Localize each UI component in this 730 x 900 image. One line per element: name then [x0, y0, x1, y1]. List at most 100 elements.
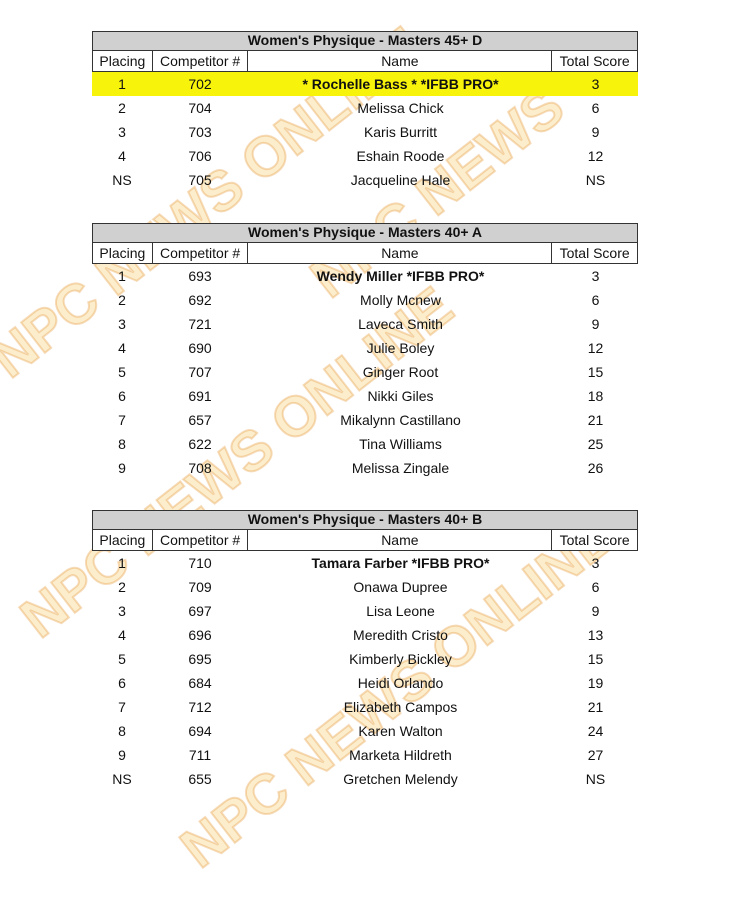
competitor-number: 696 [188, 627, 212, 643]
competitor-name: Gretchen Melendy [343, 771, 458, 787]
table-row: 1 702 * Rochelle Bass * *IFBB PRO* 3 [92, 72, 638, 96]
total-score: 21 [587, 412, 604, 428]
competitor-number: 707 [188, 364, 212, 380]
table-row: 4 696 Meredith Cristo 13 [92, 623, 638, 647]
competitor-number: 712 [188, 699, 212, 715]
table-row: 3 703 Karis Burritt 9 [92, 120, 638, 144]
placing: NS [112, 172, 132, 188]
placing: 4 [118, 148, 126, 164]
competitor-name: Marketa Hildreth [349, 747, 452, 763]
col-total-score: Total Score [559, 53, 630, 69]
competitor-name: Kimberly Bickley [349, 651, 452, 667]
total-score: 12 [587, 148, 604, 164]
competitor-name: Lisa Leone [366, 603, 435, 619]
total-score: 6 [591, 100, 600, 116]
table-row: 9 708 Melissa Zingale 26 [92, 456, 638, 480]
table-row: 1 710 Tamara Farber *IFBB PRO* 3 [92, 551, 638, 575]
table-row: 2 709 Onawa Dupree 6 [92, 575, 638, 599]
competitor-name: * Rochelle Bass * *IFBB PRO* [302, 76, 499, 92]
placing: 1 [118, 555, 126, 571]
table-row: 5 695 Kimberly Bickley 15 [92, 647, 638, 671]
table-row: 7 657 Mikalynn Castillano 21 [92, 408, 638, 432]
col-total-score: Total Score [559, 245, 630, 261]
competitor-number: 690 [188, 340, 212, 356]
table-row: 8 694 Karen Walton 24 [92, 719, 638, 743]
col-placing: Placing [93, 243, 153, 263]
results-table: Women's Physique - Masters 45+ D Placing… [92, 31, 638, 192]
competitor-number: 695 [188, 651, 212, 667]
placing: 1 [118, 76, 126, 92]
table-row: 3 697 Lisa Leone 9 [92, 599, 638, 623]
total-score: 26 [587, 460, 604, 476]
competitor-name: Melissa Chick [357, 100, 444, 116]
total-score: 19 [587, 675, 604, 691]
total-score: 15 [587, 364, 604, 380]
col-placing: Placing [93, 530, 153, 550]
competitor-name: Jacqueline Hale [350, 172, 451, 188]
col-name: Name [248, 530, 553, 550]
placing: 1 [118, 268, 126, 284]
results-table: Women's Physique - Masters 40+ A Placing… [92, 223, 638, 480]
col-name: Name [248, 243, 553, 263]
placing: 4 [118, 340, 126, 356]
competitor-name: Meredith Cristo [353, 627, 448, 643]
placing: 5 [118, 651, 126, 667]
table-header: Placing Competitor # Name Total Score [92, 530, 638, 551]
total-score: 6 [591, 292, 600, 308]
competitor-name: Elizabeth Campos [343, 699, 458, 715]
table-row: NS 655 Gretchen Melendy NS [92, 767, 638, 791]
placing: 7 [118, 412, 126, 428]
placing: 9 [118, 747, 126, 763]
table-title: Women's Physique - Masters 45+ D [92, 31, 638, 51]
competitor-number: 655 [188, 771, 212, 787]
placing: 3 [118, 316, 126, 332]
table-header: Placing Competitor # Name Total Score [92, 51, 638, 72]
table-row: 5 707 Ginger Root 15 [92, 360, 638, 384]
competitor-number: 706 [188, 148, 212, 164]
competitor-name: Tamara Farber *IFBB PRO* [311, 555, 490, 571]
competitor-name: Melissa Zingale [351, 460, 450, 476]
total-score: 3 [591, 555, 600, 571]
competitor-number: 692 [188, 292, 212, 308]
table-title: Women's Physique - Masters 40+ B [92, 510, 638, 530]
competitor-number: 721 [188, 316, 212, 332]
table-title: Women's Physique - Masters 40+ A [92, 223, 638, 243]
total-score: 21 [587, 699, 604, 715]
competitor-number: 709 [188, 579, 212, 595]
total-score: 9 [591, 124, 600, 140]
competitor-name: Tina Williams [359, 436, 442, 452]
total-score: 25 [587, 436, 604, 452]
total-score: 3 [591, 268, 600, 284]
results-table: Women's Physique - Masters 40+ B Placing… [92, 510, 638, 791]
placing: 6 [118, 675, 126, 691]
placing: 8 [118, 723, 126, 739]
table-row: NS 705 Jacqueline Hale NS [92, 168, 638, 192]
total-score: 13 [587, 627, 604, 643]
placing: 2 [118, 579, 126, 595]
competitor-name: Karen Walton [358, 723, 443, 739]
placing: 2 [118, 292, 126, 308]
table-row: 6 691 Nikki Giles 18 [92, 384, 638, 408]
col-placing: Placing [93, 51, 153, 71]
competitor-name: Mikalynn Castillano [340, 412, 461, 428]
competitor-name: Wendy Miller *IFBB PRO* [316, 268, 485, 284]
table-header: Placing Competitor # Name Total Score [92, 243, 638, 264]
total-score: 24 [587, 723, 604, 739]
competitor-name: Julie Boley [366, 340, 435, 356]
competitor-name: Laveca Smith [358, 316, 443, 332]
col-name: Name [248, 51, 553, 71]
table-row: 3 721 Laveca Smith 9 [92, 312, 638, 336]
placing: 8 [118, 436, 126, 452]
competitor-name: Eshain Roode [356, 148, 445, 164]
total-score: 18 [587, 388, 604, 404]
total-score: 9 [591, 316, 600, 332]
placing: 2 [118, 100, 126, 116]
table-row: 2 692 Molly Mcnew 6 [92, 288, 638, 312]
competitor-number: 711 [188, 747, 212, 763]
competitor-name: Ginger Root [362, 364, 439, 380]
table-row: 4 690 Julie Boley 12 [92, 336, 638, 360]
competitor-name: Nikki Giles [367, 388, 434, 404]
placing: 9 [118, 460, 126, 476]
competitor-number: 702 [188, 76, 212, 92]
